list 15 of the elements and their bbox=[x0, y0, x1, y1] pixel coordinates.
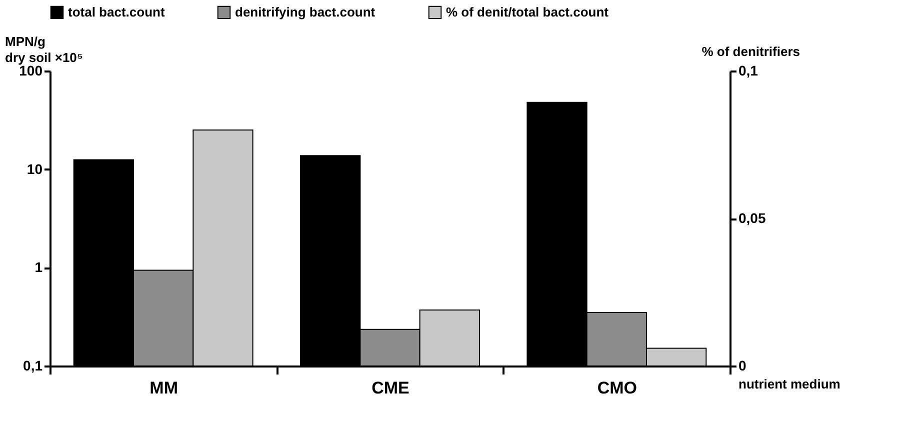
y-axis-title: MPN/g dry soil ×10⁵ bbox=[5, 34, 84, 65]
x-tick-label: CMO bbox=[597, 378, 638, 398]
y-tick-label: 1 bbox=[34, 259, 43, 276]
x-tick-label: CME bbox=[372, 378, 410, 398]
x-tick-label: MM bbox=[150, 378, 178, 398]
y2-tick-label: 0,05 bbox=[738, 210, 766, 226]
y-tick-label: 0,1 bbox=[23, 358, 43, 374]
legend-label: % of denit/total bact.count bbox=[446, 4, 610, 20]
y2-axis-title: % of denitrifiers bbox=[702, 44, 800, 59]
legend-label: denitrifying bact.count bbox=[235, 4, 376, 20]
y2-tick-label: 0,1 bbox=[738, 62, 758, 78]
x-axis-title: nutrient medium bbox=[738, 376, 840, 392]
legend-label: total bact.count bbox=[68, 4, 166, 20]
y-tick-label: 10 bbox=[26, 160, 43, 177]
y2-tick-label: 0 bbox=[738, 358, 746, 374]
